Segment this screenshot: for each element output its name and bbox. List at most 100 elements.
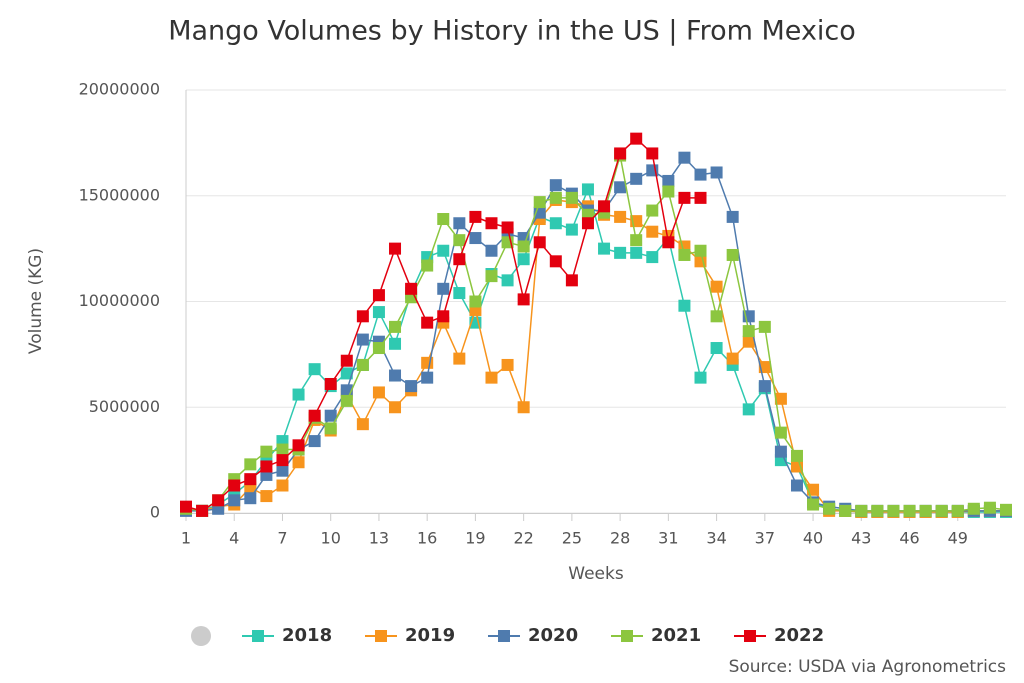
- point: [453, 217, 466, 230]
- point: [517, 253, 530, 266]
- point: [951, 504, 964, 517]
- x-tick-label: 1: [181, 529, 191, 548]
- point: [356, 310, 369, 323]
- point: [742, 335, 755, 348]
- point: [790, 479, 803, 492]
- legend-marker[interactable]: [252, 630, 264, 642]
- point: [790, 449, 803, 462]
- point: [614, 246, 627, 259]
- point: [807, 498, 820, 511]
- point: [372, 289, 385, 302]
- point: [533, 196, 546, 209]
- point: [228, 479, 241, 492]
- legend-marker[interactable]: [375, 630, 387, 642]
- point: [678, 299, 691, 312]
- x-tick-label: 37: [755, 529, 775, 548]
- point: [260, 445, 273, 458]
- point: [308, 409, 321, 422]
- point: [598, 200, 611, 213]
- point: [758, 320, 771, 333]
- legend-marker[interactable]: [621, 630, 633, 642]
- point: [533, 236, 546, 249]
- x-tick-label: 40: [803, 529, 823, 548]
- point: [485, 270, 498, 283]
- point: [646, 204, 659, 217]
- x-tick-label: 10: [321, 529, 341, 548]
- point: [212, 494, 225, 507]
- point: [292, 388, 305, 401]
- point: [453, 253, 466, 266]
- point: [276, 479, 289, 492]
- x-tick-label: 43: [851, 529, 871, 548]
- point: [469, 295, 482, 308]
- point: [983, 501, 996, 514]
- point: [437, 310, 450, 323]
- point: [421, 259, 434, 272]
- point: [276, 464, 289, 477]
- point: [453, 287, 466, 300]
- point: [276, 443, 289, 456]
- x-tick-label: 7: [277, 529, 287, 548]
- legend-label[interactable]: 2019: [405, 625, 455, 646]
- point: [549, 217, 562, 230]
- point: [372, 386, 385, 399]
- point: [630, 246, 643, 259]
- legend-label[interactable]: 2020: [528, 625, 578, 646]
- point: [501, 221, 514, 234]
- point: [244, 492, 257, 505]
- point: [517, 401, 530, 414]
- point: [774, 426, 787, 439]
- point: [581, 217, 594, 230]
- point: [919, 504, 932, 517]
- legend-label[interactable]: 2018: [282, 625, 332, 646]
- x-axis-label: Weeks: [568, 564, 624, 584]
- point: [630, 172, 643, 185]
- point: [405, 282, 418, 295]
- point: [839, 504, 852, 517]
- legend-label[interactable]: 2021: [651, 625, 701, 646]
- point: [469, 232, 482, 245]
- point: [565, 274, 578, 287]
- series-line: [185, 187, 1006, 513]
- point: [308, 363, 321, 376]
- y-tick-label: 15000000: [79, 185, 160, 204]
- y-tick-label: 5000000: [89, 397, 160, 416]
- point: [726, 210, 739, 223]
- point: [565, 191, 578, 204]
- legend-marker[interactable]: [498, 630, 510, 642]
- legend-toggle[interactable]: [191, 626, 211, 646]
- point: [501, 358, 514, 371]
- x-tick-label: 25: [562, 529, 582, 548]
- x-tick-label: 16: [417, 529, 437, 548]
- point: [694, 244, 707, 257]
- x-tick-label: 4: [229, 529, 239, 548]
- point: [758, 380, 771, 393]
- point: [389, 401, 402, 414]
- point: [308, 435, 321, 448]
- point: [421, 316, 434, 329]
- point: [694, 191, 707, 204]
- point: [405, 380, 418, 393]
- point: [678, 191, 691, 204]
- point: [903, 504, 916, 517]
- legend-marker[interactable]: [744, 630, 756, 642]
- point: [726, 352, 739, 365]
- point: [742, 403, 755, 416]
- point: [710, 310, 723, 323]
- legend-label[interactable]: 2022: [774, 625, 824, 646]
- point: [389, 320, 402, 333]
- point: [437, 282, 450, 295]
- x-tick-label: 34: [706, 529, 726, 548]
- x-tick-label: 19: [465, 529, 485, 548]
- point: [967, 502, 980, 515]
- point: [662, 236, 675, 249]
- point: [887, 504, 900, 517]
- point: [565, 223, 578, 236]
- point: [614, 210, 627, 223]
- point: [598, 242, 611, 255]
- point: [260, 460, 273, 473]
- point: [630, 234, 643, 247]
- series-line: [185, 155, 1007, 512]
- point: [292, 439, 305, 452]
